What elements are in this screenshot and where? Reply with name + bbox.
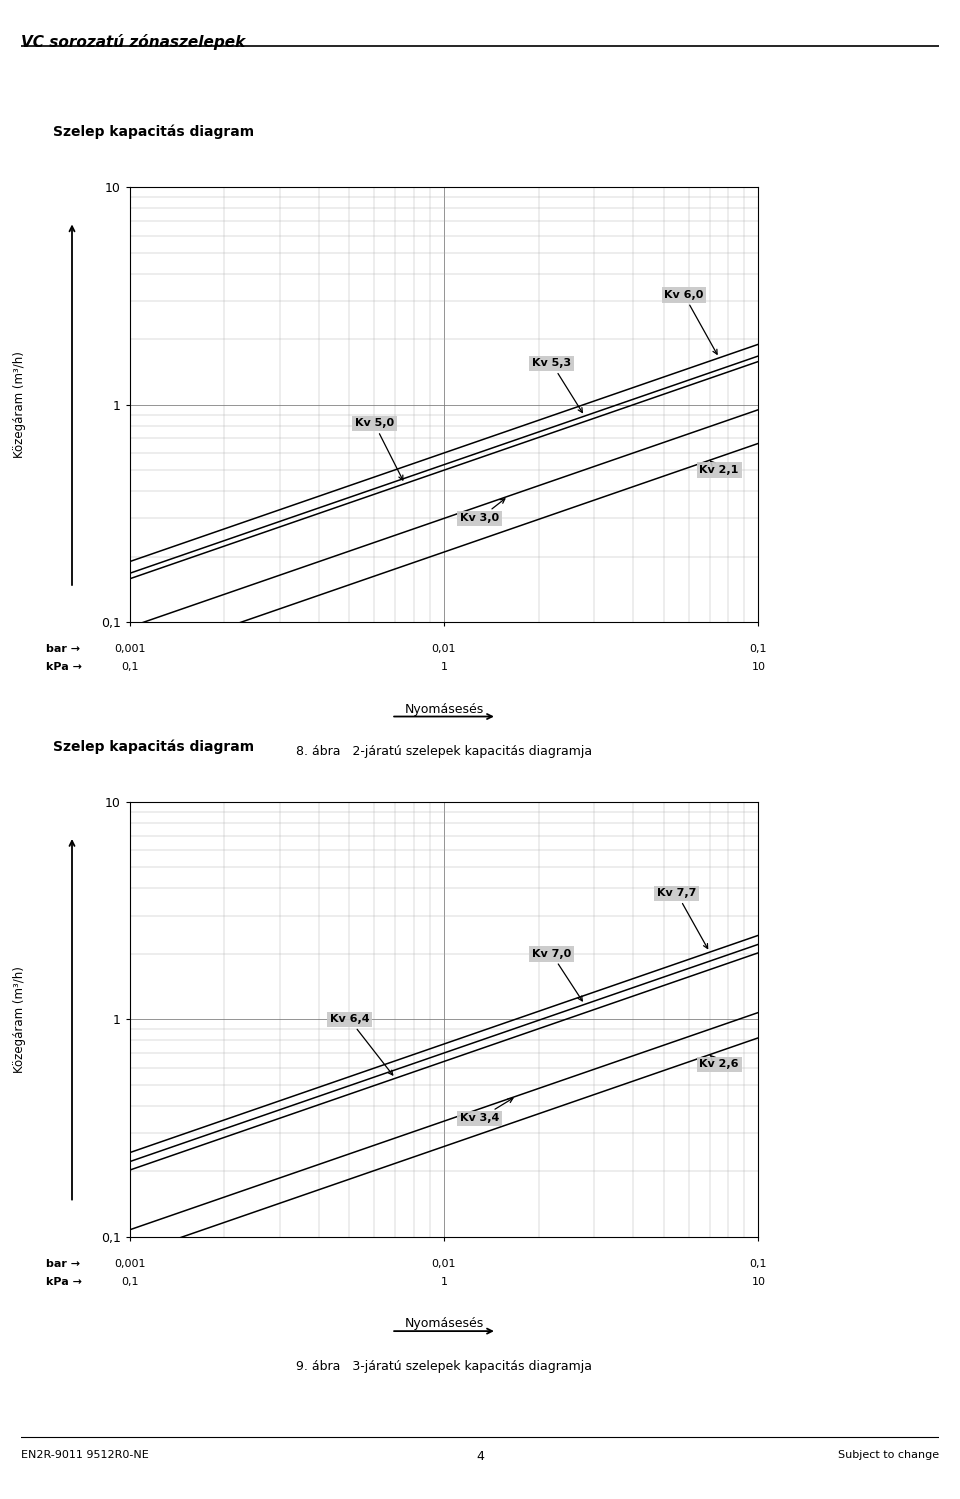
Text: Kv 5,0: Kv 5,0 bbox=[354, 418, 403, 480]
Text: EN2R-9011 9512R0-NE: EN2R-9011 9512R0-NE bbox=[21, 1450, 149, 1460]
Text: 0,1: 0,1 bbox=[121, 663, 138, 672]
Text: 1: 1 bbox=[441, 1277, 447, 1286]
Text: Kv 2,1: Kv 2,1 bbox=[700, 460, 739, 475]
Text: 0,001: 0,001 bbox=[114, 1259, 145, 1268]
Text: 0,01: 0,01 bbox=[432, 1259, 456, 1268]
Text: 0,001: 0,001 bbox=[114, 645, 145, 654]
Text: bar →: bar → bbox=[46, 645, 81, 654]
Text: 1: 1 bbox=[441, 663, 447, 672]
Text: Kv 3,0: Kv 3,0 bbox=[460, 499, 505, 523]
Text: Szelep kapacitás diagram: Szelep kapacitás diagram bbox=[53, 124, 254, 139]
Text: Kv 6,0: Kv 6,0 bbox=[664, 289, 717, 354]
Text: 0,1: 0,1 bbox=[750, 645, 767, 654]
Text: 8. ábra   2-járatú szelepek kapacitás diagramja: 8. ábra 2-járatú szelepek kapacitás diag… bbox=[296, 745, 592, 758]
Text: Közegáram (m³/h): Közegáram (m³/h) bbox=[12, 965, 26, 1073]
Text: 0,1: 0,1 bbox=[750, 1259, 767, 1268]
Text: Szelep kapacitás diagram: Szelep kapacitás diagram bbox=[53, 739, 254, 754]
Text: Kv 3,4: Kv 3,4 bbox=[460, 1099, 513, 1123]
Text: Kv 7,0: Kv 7,0 bbox=[532, 949, 583, 1001]
Text: Subject to change: Subject to change bbox=[838, 1450, 939, 1460]
Text: Kv 7,7: Kv 7,7 bbox=[657, 889, 708, 949]
Text: bar →: bar → bbox=[46, 1259, 81, 1268]
Text: Közegáram (m³/h): Közegáram (m³/h) bbox=[12, 351, 26, 459]
Text: 4: 4 bbox=[476, 1450, 484, 1463]
Text: kPa →: kPa → bbox=[46, 663, 82, 672]
Text: 10: 10 bbox=[752, 663, 765, 672]
Text: 10: 10 bbox=[752, 1277, 765, 1286]
Text: VC sorozatú zónaszelepek: VC sorozatú zónaszelepek bbox=[21, 34, 246, 51]
Text: Nyomásesés: Nyomásesés bbox=[404, 703, 484, 715]
Text: kPa →: kPa → bbox=[46, 1277, 82, 1286]
Text: Kv 6,4: Kv 6,4 bbox=[329, 1015, 393, 1075]
Text: Kv 2,6: Kv 2,6 bbox=[700, 1055, 739, 1069]
Text: Kv 5,3: Kv 5,3 bbox=[532, 358, 583, 412]
Text: Nyomásesés: Nyomásesés bbox=[404, 1318, 484, 1330]
Text: 9. ábra   3-járatú szelepek kapacitás diagramja: 9. ábra 3-járatú szelepek kapacitás diag… bbox=[296, 1360, 592, 1373]
Text: 0,1: 0,1 bbox=[121, 1277, 138, 1286]
Text: 0,01: 0,01 bbox=[432, 645, 456, 654]
